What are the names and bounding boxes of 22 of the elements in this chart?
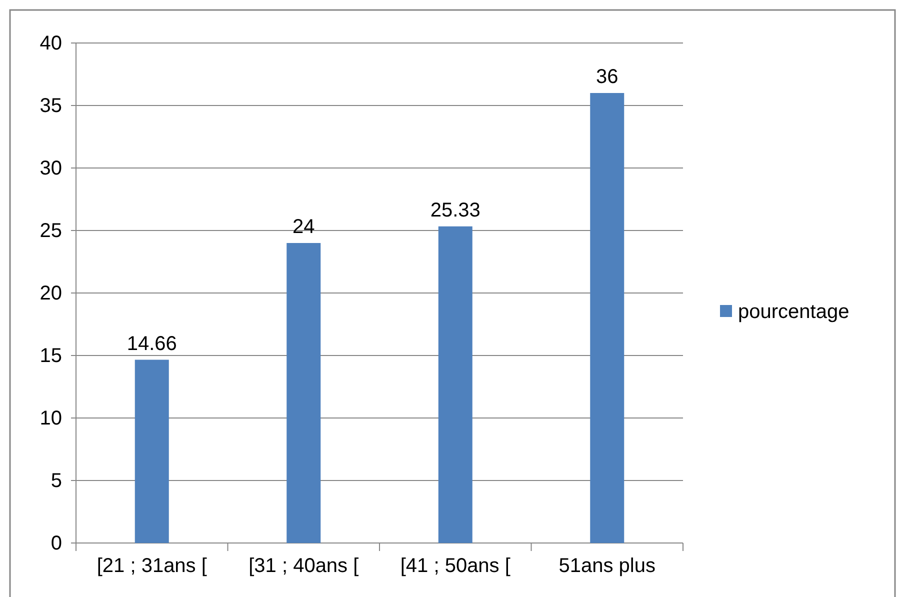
bar (590, 93, 624, 543)
legend-label: pourcentage (738, 301, 850, 323)
x-tick-label: [41 ; 50ans [ (400, 555, 511, 577)
y-tick-label: 10 (40, 407, 62, 430)
bar (134, 360, 169, 543)
x-tick-label: [21 ; 31ans [ (96, 555, 208, 577)
y-tick-label: 0 (50, 532, 62, 554)
y-tick-label: 30 (40, 157, 62, 180)
y-tick-label: 35 (40, 94, 62, 117)
x-tick-label: [31 ; 40ans [ (248, 555, 360, 577)
bar (438, 226, 472, 543)
y-tick-label: 15 (40, 344, 62, 367)
bar (286, 243, 321, 543)
data-label: 25.33 (430, 199, 480, 222)
y-tick-label: 25 (40, 220, 62, 242)
x-tick-label: 51ans plus (558, 555, 656, 577)
y-tick-label: 20 (40, 282, 62, 304)
data-label: 36 (596, 66, 618, 88)
y-tick-label: 40 (40, 32, 62, 54)
y-tick-label: 5 (50, 470, 62, 492)
data-label: 14.66 (126, 332, 177, 355)
data-label: 24 (292, 216, 315, 238)
